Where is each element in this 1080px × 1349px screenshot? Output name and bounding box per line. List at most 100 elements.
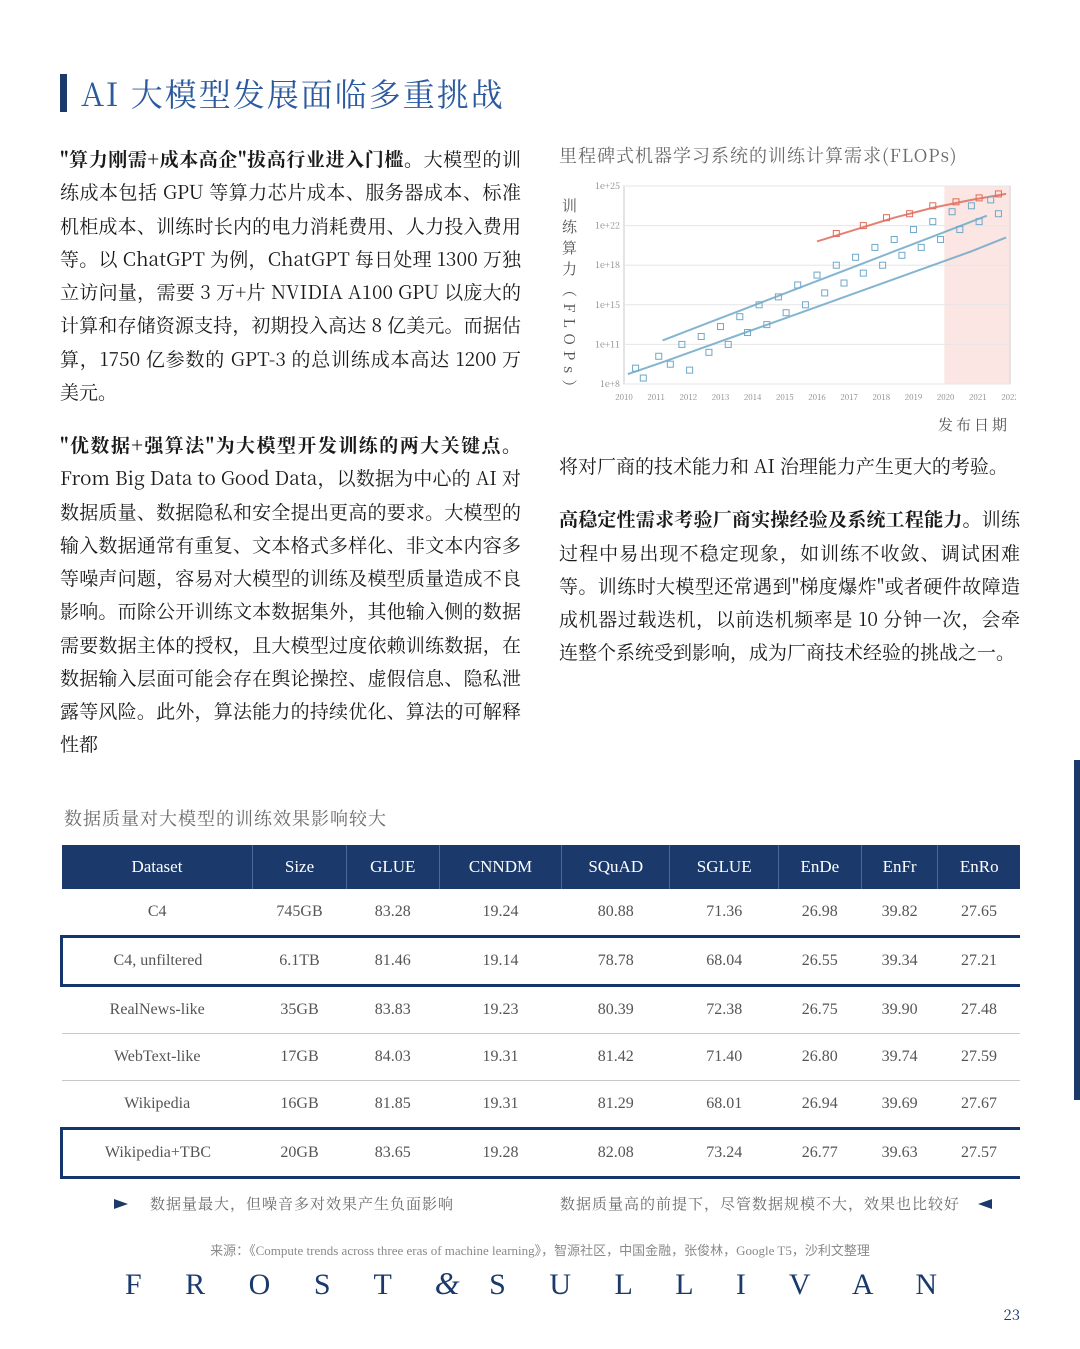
svg-text:2010: 2010 (615, 392, 633, 403)
para-bold: "算力刚需+成本高企"拔高行业进入门槛。 (60, 145, 424, 172)
paragraph: "优数据+强算法"为大模型开发训练的两大关键点。 From Big Data to… (60, 428, 521, 761)
table-cell: 71.40 (670, 1033, 778, 1080)
table-header-cell: EnRo (938, 845, 1020, 889)
source-line: 来源：《Compute trends across three eras of … (60, 1240, 1020, 1259)
para-text: From Big Data to Good Data，以数据为中心的 AI 对数… (60, 464, 521, 757)
table-cell: 81.29 (562, 1080, 670, 1128)
table-header-cell: SQuAD (562, 845, 670, 889)
svg-text:2022: 2022 (1001, 392, 1016, 403)
svg-text:2015: 2015 (776, 392, 794, 403)
table-cell: RealNews-like (62, 985, 253, 1033)
table-cell: Wikipedia (62, 1080, 253, 1128)
table-cell: 39.82 (861, 889, 938, 937)
table-cell: 39.74 (861, 1033, 938, 1080)
table-cell: 27.59 (938, 1033, 1020, 1080)
title-bar: AI 大模型发展面临多重挑战 (60, 70, 1020, 116)
table-cell: 27.48 (938, 985, 1020, 1033)
table-cell: 73.24 (670, 1128, 778, 1177)
annotation-text: 数据质量高的前提下，尽管数据规模不大，效果也比较好 (560, 1193, 960, 1214)
table-cell: 19.14 (439, 936, 561, 985)
chart-title: 里程碑式机器学习系统的训练计算需求(FLOPs) (559, 142, 1020, 168)
table-header-cell: GLUE (346, 845, 439, 889)
para-text: 将对厂商的技术能力和 AI 治理能力产生更大的考验。 (559, 452, 1008, 479)
annotation-right: 数据质量高的前提下，尽管数据规模不大，效果也比较好 (560, 1193, 960, 1214)
table-cell: C4 (62, 889, 253, 937)
table-cell: 17GB (253, 1033, 346, 1080)
table-cell: 81.46 (346, 936, 439, 985)
chart-container: 训练算力（FLOPs） 1e+251e+221e+181e+151e+111e+… (559, 178, 1020, 408)
table-header-cell: SGLUE (670, 845, 778, 889)
svg-text:2016: 2016 (808, 392, 826, 403)
table-cell: 83.28 (346, 889, 439, 937)
table-cell: 26.77 (778, 1128, 861, 1177)
table-cell: 16GB (253, 1080, 346, 1128)
table-cell: 39.34 (861, 936, 938, 985)
table-cell: 26.80 (778, 1033, 861, 1080)
table-cell: 83.83 (346, 985, 439, 1033)
table-cell: 80.88 (562, 889, 670, 937)
table-cell: 19.31 (439, 1033, 561, 1080)
left-column: "算力刚需+成本高企"拔高行业进入门槛。大模型的训练成本包括 GPU 等算力芯片… (60, 142, 521, 781)
svg-text:2018: 2018 (873, 392, 891, 403)
chart-xlabel: 发布日期 (559, 414, 1020, 435)
table-cell: 39.69 (861, 1080, 938, 1128)
table-cell: 81.42 (562, 1033, 670, 1080)
svg-text:1e+15: 1e+15 (595, 298, 620, 311)
table-cell: 81.85 (346, 1080, 439, 1128)
table-row: Wikipedia+TBC20GB83.6519.2882.0873.2426.… (62, 1128, 1021, 1177)
svg-text:2019: 2019 (905, 392, 923, 403)
table-cell: 27.65 (938, 889, 1020, 937)
two-column-body: "算力刚需+成本高企"拔高行业进入门槛。大模型的训练成本包括 GPU 等算力芯片… (60, 142, 1020, 781)
table-cell: 26.98 (778, 889, 861, 937)
page-title: AI 大模型发展面临多重挑战 (81, 70, 505, 116)
table-cell: 26.55 (778, 936, 861, 985)
svg-text:1e+8: 1e+8 (600, 377, 620, 390)
svg-text:2017: 2017 (840, 392, 858, 403)
svg-text:2020: 2020 (937, 392, 955, 403)
table-cell: 80.39 (562, 985, 670, 1033)
para-text: 大模型的训练成本包括 GPU 等算力芯片成本、服务器成本、标准机柜成本、训练时长… (60, 145, 521, 405)
table-cell: 19.23 (439, 985, 561, 1033)
arrow-left-icon (978, 1199, 992, 1209)
table-cell: 68.01 (670, 1080, 778, 1128)
table-cell: 68.04 (670, 936, 778, 985)
table-annotations: 数据量最大，但噪音多对效果产生负面影响 数据质量高的前提下，尽管数据规模不大，效… (150, 1193, 960, 1214)
brand-ampersand: & (435, 1265, 464, 1301)
brand-logo: F R O S T & S U L L I V A N (60, 1265, 1020, 1302)
table-cell: 72.38 (670, 985, 778, 1033)
table-cell: 39.90 (861, 985, 938, 1033)
paragraph: 高稳定性需求考验厂商实操经验及系统工程能力。训练过程中易出现不稳定现象，如训练不… (559, 502, 1020, 668)
paragraph: "算力刚需+成本高企"拔高行业进入门槛。大模型的训练成本包括 GPU 等算力芯片… (60, 142, 521, 408)
table-cell: 35GB (253, 985, 346, 1033)
para-bold: 高稳定性需求考验厂商实操经验及系统工程能力。 (559, 505, 982, 532)
svg-text:2011: 2011 (647, 392, 665, 403)
table-cell: 19.31 (439, 1080, 561, 1128)
table-cell: 84.03 (346, 1033, 439, 1080)
dataset-quality-table: DatasetSizeGLUECNNDMSQuADSGLUEEnDeEnFrEn… (60, 845, 1020, 1179)
svg-text:2014: 2014 (744, 392, 762, 403)
table-header-cell: Dataset (62, 845, 253, 889)
svg-text:2021: 2021 (969, 392, 987, 403)
table-cell: 6.1TB (253, 936, 346, 985)
svg-text:1e+11: 1e+11 (595, 337, 620, 350)
table-cell: WebText-like (62, 1033, 253, 1080)
right-edge-decoration (1074, 760, 1080, 1100)
table-row: RealNews-like35GB83.8319.2380.3972.3826.… (62, 985, 1021, 1033)
table-cell: 27.21 (938, 936, 1020, 985)
right-column: 里程碑式机器学习系统的训练计算需求(FLOPs) 训练算力（FLOPs） 1e+… (559, 142, 1020, 781)
table-title: 数据质量对大模型的训练效果影响较大 (64, 805, 1020, 831)
table-header-cell: EnFr (861, 845, 938, 889)
table-header-cell: EnDe (778, 845, 861, 889)
annotation-left: 数据量最大，但噪音多对效果产生负面影响 (150, 1193, 454, 1214)
arrow-right-icon (114, 1199, 128, 1209)
paragraph: 将对厂商的技术能力和 AI 治理能力产生更大的考验。 (559, 449, 1020, 482)
table-cell: 19.28 (439, 1128, 561, 1177)
table-cell: 20GB (253, 1128, 346, 1177)
para-bold: "优数据+强算法"为大模型开发训练的两大关键点。 (60, 431, 521, 458)
table-cell: 82.08 (562, 1128, 670, 1177)
table-cell: 19.24 (439, 889, 561, 937)
chart-ylabel: 训练算力（FLOPs） (559, 178, 586, 408)
svg-text:2013: 2013 (712, 392, 730, 403)
svg-text:1e+18: 1e+18 (595, 258, 620, 271)
brand-left: F R O S T (125, 1268, 409, 1301)
